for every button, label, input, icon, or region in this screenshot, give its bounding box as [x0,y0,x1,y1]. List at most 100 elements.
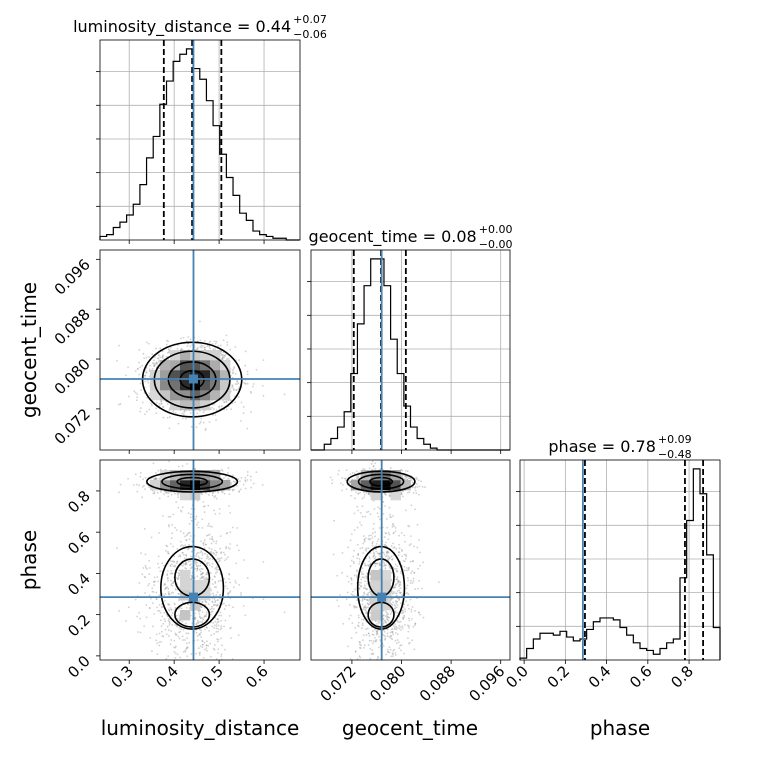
sample-point [214,414,217,416]
sample-point [349,539,352,542]
sample-point [212,540,215,543]
sample-point [207,524,209,527]
sample-point [252,383,255,385]
density-cell [180,380,191,391]
sample-point [238,386,241,388]
sample-point [371,633,374,636]
sample-point [196,619,199,622]
sample-point [221,663,223,665]
sample-point [392,633,394,636]
sample-point [205,626,208,629]
sample-point [190,425,193,428]
sample-point [211,538,214,541]
sample-point [201,646,204,649]
sample-point [180,337,182,340]
sample-point [213,603,216,606]
sample-point [411,639,413,642]
sample-point [155,639,157,642]
sample-point [349,614,352,617]
sample-point [414,623,417,626]
sample-point [391,604,394,606]
sample-point [415,671,417,673]
sample-point [203,547,206,549]
sample-point [178,491,181,494]
sample-point [211,558,214,561]
sample-point [232,474,234,477]
sample-point [168,620,171,623]
sample-point [156,491,159,494]
density-cell [160,390,171,401]
density-cell [180,350,191,361]
sample-point [145,566,147,569]
hist-panel-phase: phase = 0.78 +0.09−0.48 [516,433,721,661]
sample-point [411,560,414,562]
sample-point [206,564,209,567]
sample-point [215,630,218,633]
sample-point [174,492,176,495]
sample-point [226,357,229,360]
sample-point [354,606,357,609]
sample-point [133,669,135,671]
sample-point [118,344,121,347]
sample-point [170,570,173,572]
sample-point [186,533,189,535]
sample-point [176,578,179,581]
sample-point [168,618,170,620]
sample-point [199,633,202,636]
sample-point [365,612,367,615]
sample-point [395,578,398,581]
sample-point [163,582,166,585]
sample-point [153,576,156,579]
sample-point [414,489,417,492]
sample-point [116,547,118,550]
sample-point [368,491,370,494]
sample-point [208,346,211,348]
sample-point [364,586,366,589]
sample-point [177,593,180,595]
sample-point [139,410,141,413]
sample-point [177,574,180,577]
sample-point [139,382,142,385]
sample-point [384,637,387,640]
sample-point [156,642,158,645]
sample-point [211,583,214,586]
sample-point [160,400,162,403]
panel-background [520,460,720,660]
sample-point [174,624,177,626]
sample-point [175,501,178,503]
sample-point [200,631,202,634]
sample-point [144,374,146,377]
sample-point [217,624,220,627]
sample-point [361,624,364,627]
sample-point [184,562,187,565]
sample-point [179,554,181,557]
sample-point [356,477,359,480]
sample-point [137,631,139,633]
sample-point [216,565,218,568]
sample-point [181,412,183,415]
sample-point [215,551,218,554]
sample-point [368,534,370,537]
sample-point [394,632,397,634]
sample-point [382,551,385,554]
density-cell [220,390,231,401]
density-cell [190,360,201,371]
sample-point [204,552,206,555]
sample-point [204,340,206,342]
sample-point [160,402,163,405]
sample-point [179,540,182,543]
sample-point [367,565,370,568]
sample-point [142,567,145,569]
sample-point [151,650,153,653]
sample-point [177,662,179,664]
sample-point [363,540,366,543]
sample-point [184,639,186,641]
sample-point [157,353,160,356]
sample-point [378,622,381,624]
sample-point [395,583,397,586]
sample-point [174,588,177,591]
sample-point [214,601,217,604]
sample-point [214,600,217,602]
sample-point [167,340,169,343]
sample-point [201,345,204,348]
